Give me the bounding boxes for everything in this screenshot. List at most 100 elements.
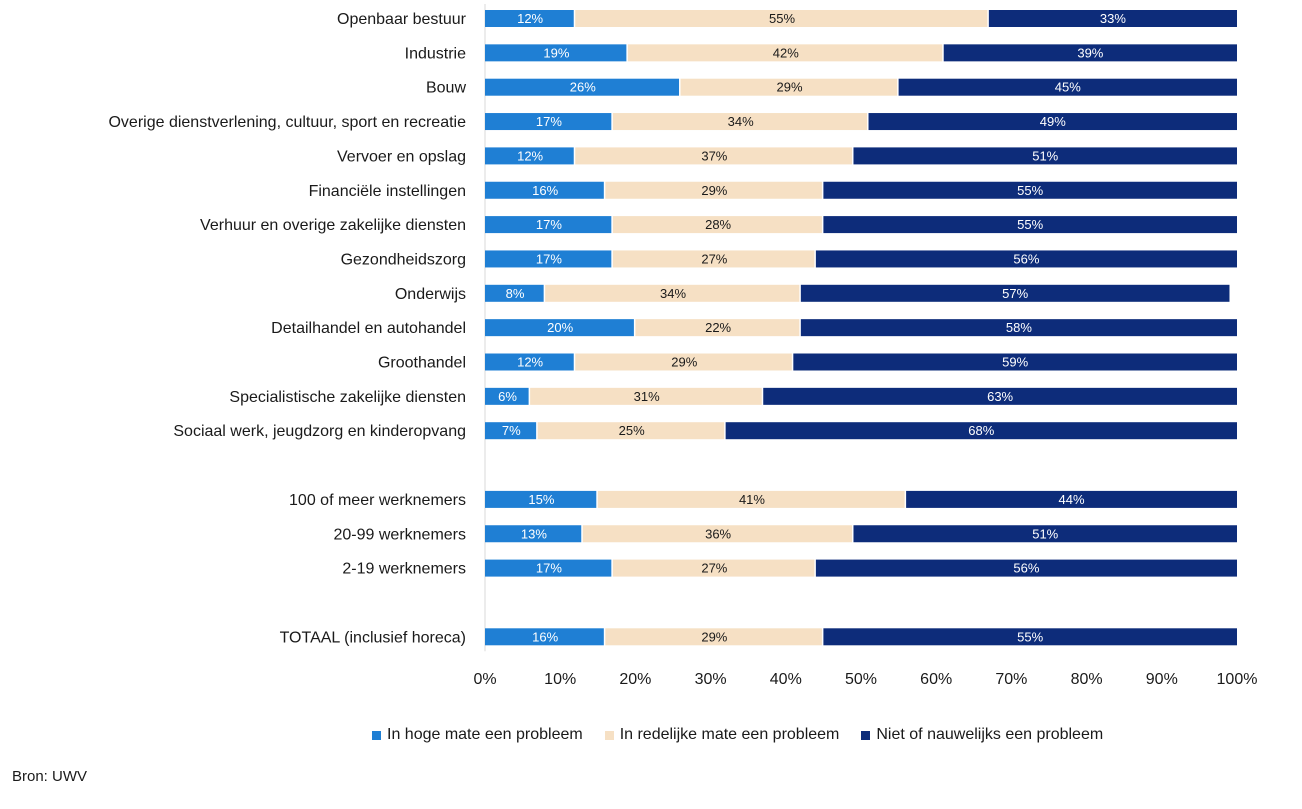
legend-item-high: In hoge mate een probleem — [372, 726, 583, 744]
bar-value-label: 68% — [968, 423, 994, 438]
bar-segment — [485, 181, 604, 199]
bar-value-label: 55% — [1017, 183, 1043, 198]
bar-segment — [485, 525, 582, 543]
bar-segment — [605, 181, 822, 199]
legend-item-moderate: In redelijke mate een probleem — [604, 726, 840, 744]
bar-segment — [823, 628, 1237, 646]
bar-segment — [800, 284, 1230, 302]
x-tick-label: 60% — [920, 671, 952, 688]
bar-value-label: 44% — [1059, 492, 1085, 507]
bar-value-label: 57% — [1002, 286, 1028, 301]
bar-value-label: 15% — [528, 492, 554, 507]
legend-swatch-none — [861, 730, 871, 740]
bar-value-label: 58% — [1006, 320, 1032, 335]
x-tick-label: 100% — [1217, 671, 1258, 688]
category-label: Detailhandel en autohandel — [271, 320, 466, 337]
bar-value-label: 36% — [705, 526, 731, 541]
category-label: TOTAAL (inclusief horeca) — [280, 629, 466, 646]
stacked-bar-chart: Openbaar bestuur 12% 55% 33% Industrie 19% 42%… — [108, 4, 1258, 688]
category-label: Groothandel — [378, 355, 466, 372]
bar-segment — [853, 147, 1237, 165]
bar-segment — [485, 10, 574, 27]
category-label: Overige dienstverlening, cultuur, sport … — [108, 114, 466, 131]
bar-value-label: 29% — [777, 80, 803, 95]
bar-value-label: 56% — [1013, 251, 1039, 266]
category-label: Financiële instellingen — [309, 183, 466, 200]
bar-segment — [906, 490, 1237, 508]
bar-value-label: 29% — [701, 183, 727, 198]
bar-segment — [815, 559, 1237, 577]
x-tick-label: 10% — [544, 671, 576, 688]
bar-segment — [545, 284, 800, 302]
x-tick-label: 40% — [770, 671, 802, 688]
bar-segment — [485, 422, 537, 440]
category-label: Onderwijs — [395, 286, 466, 303]
bar-segment — [823, 216, 1237, 234]
category-label: Vervoer en opslag — [337, 148, 466, 165]
bar-segment — [612, 216, 822, 234]
bar-segment — [575, 10, 988, 27]
bar-segment — [485, 147, 574, 165]
bar-value-label: 63% — [987, 389, 1013, 404]
bar-segment — [943, 44, 1237, 62]
category-label: Verhuur en overige zakelijke diensten — [200, 217, 466, 234]
legend-label-none: Niet of nauwelijks een probleem — [876, 726, 1104, 743]
bar-value-label: 59% — [1002, 355, 1028, 370]
bar-segment — [485, 353, 574, 371]
bar-value-label: 22% — [705, 320, 731, 335]
bar-value-label: 13% — [521, 526, 547, 541]
bar-segment — [853, 525, 1237, 543]
bar-value-label: 27% — [701, 561, 727, 576]
x-tick-label: 30% — [695, 671, 727, 688]
bar-value-label: 37% — [701, 148, 727, 163]
bar-value-label: 29% — [671, 355, 697, 370]
bar-segment — [485, 628, 604, 646]
bar-value-label: 45% — [1055, 80, 1081, 95]
bar-segment — [575, 353, 792, 371]
legend-label-moderate: In redelijke mate een probleem — [619, 726, 840, 743]
bar-segment — [868, 113, 1237, 131]
category-label: 20-99 werknemers — [334, 526, 467, 543]
x-tick-label: 80% — [1071, 671, 1103, 688]
bar-value-label: 42% — [773, 45, 799, 60]
bar-value-label: 33% — [1100, 11, 1126, 26]
bar-segment — [485, 44, 627, 62]
legend-label-high: In hoge mate een probleem — [387, 726, 583, 743]
bar-value-label: 51% — [1032, 148, 1058, 163]
bar-value-label: 26% — [570, 80, 596, 95]
bar-value-label: 49% — [1040, 114, 1066, 129]
legend: In hoge mate een probleem In redelijke m… — [372, 726, 1103, 744]
category-label: 2-19 werknemers — [342, 561, 466, 578]
x-tick-label: 0% — [473, 671, 496, 688]
bar-value-label: 12% — [517, 11, 543, 26]
bar-segment — [612, 113, 868, 131]
bar-value-label: 17% — [536, 561, 562, 576]
bar-value-label: 20% — [547, 320, 573, 335]
bar-segment — [582, 525, 852, 543]
bar-value-label: 27% — [701, 251, 727, 266]
source-note: Bron: UWV — [12, 768, 88, 785]
bar-value-label: 12% — [517, 355, 543, 370]
bar-segment — [485, 216, 612, 234]
bar-value-label: 51% — [1032, 526, 1058, 541]
bar-segment — [612, 559, 815, 577]
bar-segment — [530, 387, 762, 405]
bar-value-label: 8% — [506, 286, 525, 301]
bar-value-label: 34% — [660, 286, 686, 301]
bar-segment — [485, 78, 680, 96]
bar-segment — [725, 422, 1237, 440]
bar-segment — [537, 422, 725, 440]
bar-segment — [485, 319, 634, 337]
category-label: Gezondheidszorg — [341, 251, 466, 268]
bar-segment — [485, 113, 612, 131]
bar-value-label: 56% — [1013, 561, 1039, 576]
bar-value-label: 41% — [739, 492, 765, 507]
category-label: 100 of meer werknemers — [289, 492, 466, 509]
bar-value-label: 17% — [536, 114, 562, 129]
bar-segment — [575, 147, 852, 165]
bar-value-label: 12% — [517, 148, 543, 163]
legend-swatch-high — [372, 730, 381, 740]
bar-segment — [635, 319, 800, 337]
x-tick-label: 50% — [845, 671, 877, 688]
bar-segment — [898, 78, 1237, 96]
